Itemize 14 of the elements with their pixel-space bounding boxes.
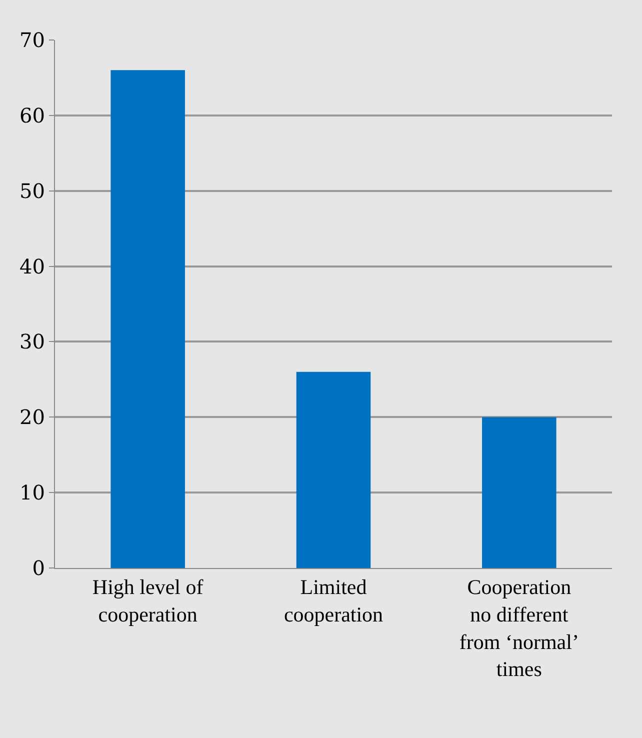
bar — [296, 372, 371, 568]
x-tick-label: High level of cooperation — [92, 575, 204, 626]
y-tick-label: 0 — [32, 556, 45, 580]
y-tick-label: 10 — [20, 480, 45, 505]
y-tick-label: 70 — [20, 28, 45, 52]
y-tick-label: 20 — [20, 405, 45, 430]
y-tick-label: 40 — [20, 254, 45, 278]
y-tick-label: 50 — [20, 178, 45, 203]
bar — [482, 417, 556, 568]
y-tick-label: 60 — [20, 103, 45, 128]
x-tick-label: Limited cooperation — [284, 575, 384, 626]
bar — [110, 70, 185, 568]
y-tick-label: 30 — [20, 330, 45, 354]
x-tick-label: Cooperation no different from ‘normal’ times — [459, 575, 579, 682]
